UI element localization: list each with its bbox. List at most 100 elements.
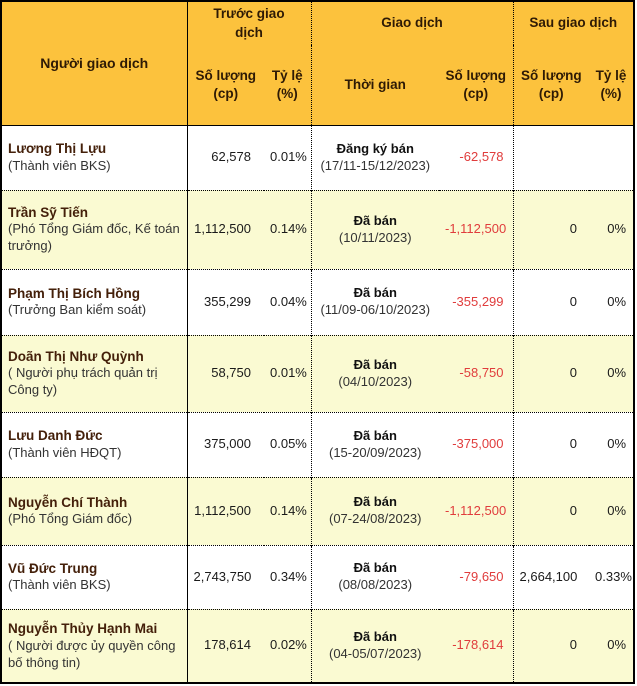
before-quantity: 1,112,500	[194, 502, 251, 518]
before-ratio: 0.01%	[264, 125, 312, 190]
after-quantity: 0	[569, 365, 578, 381]
after-quantity	[513, 125, 589, 190]
trader-cell: Nguyễn Thủy Hạnh Mai ( Người được ủy quy…	[1, 609, 188, 683]
before-ratio: 0.34%	[264, 545, 312, 609]
column-group-transaction: Giao dịch	[311, 1, 514, 45]
after-quantity: 0	[569, 436, 578, 452]
transaction-date: (11/09-06/10/2023)	[320, 302, 431, 317]
before-ratio: 0.04%	[264, 269, 312, 335]
transaction-type: Đã bán	[353, 212, 397, 228]
transaction-quantity: -1,112,500	[439, 190, 514, 269]
transaction-time-cell: Đăng ký bán (17/11-15/12/2023)	[311, 125, 439, 190]
after-ratio: 0%	[607, 365, 627, 381]
trader-name: Nguyễn Thủy Hạnh Mai	[8, 621, 158, 637]
after-ratio: 0%	[607, 221, 627, 237]
transaction-type: Đăng ký bán	[336, 140, 414, 156]
table-row: Phạm Thị Bích Hồng (Trưởng Ban kiểm soát…	[1, 269, 635, 335]
table-row: Nguyễn Chí Thành (Phó Tổng Giám đốc) 1,1…	[1, 477, 635, 545]
transaction-quantity: -178,614	[439, 609, 514, 683]
table-row: Lương Thị Lựu (Thành viên BKS) 62,578 0.…	[1, 125, 635, 190]
transaction-date: (04/10/2023)	[338, 373, 413, 389]
trader-cell: Nguyễn Chí Thành (Phó Tổng Giám đốc)	[1, 477, 188, 545]
trader-role: (Thành viên HĐQT)	[8, 444, 122, 460]
transaction-date: (15-20/09/2023)	[328, 444, 422, 460]
trader-name: Lưu Danh Đức	[8, 428, 103, 444]
transaction-type: Đã bán	[353, 285, 397, 301]
table-body: Lương Thị Lựu (Thành viên BKS) 62,578 0.…	[1, 125, 635, 683]
transaction-type: Đã bán	[353, 427, 397, 443]
after-quantity: 2,664,100	[519, 568, 578, 584]
trader-cell: Phạm Thị Bích Hồng (Trưởng Ban kiểm soát…	[1, 269, 188, 335]
trader-role: (Thành viên BKS)	[8, 157, 111, 173]
transaction-type: Đã bán	[353, 356, 397, 372]
before-ratio: 0.14%	[264, 190, 312, 269]
table-row: Trần Sỹ Tiến (Phó Tổng Giám đốc, Kế toán…	[1, 190, 635, 269]
trader-cell: Vũ Đức Trung (Thành viên BKS)	[1, 545, 188, 609]
after-quantity: 0	[569, 502, 578, 518]
column-header-person: Người giao dịch	[1, 1, 188, 125]
transaction-type: Đã bán	[353, 628, 397, 644]
transaction-date: (08/08/2023)	[338, 577, 413, 592]
transaction-date: (10/11/2023)	[338, 229, 412, 245]
trader-role: (Trưởng Ban kiểm soát)	[8, 302, 147, 318]
trader-name: Phạm Thị Bích Hồng	[8, 285, 141, 301]
transaction-time-cell: Đã bán (10/11/2023)	[311, 190, 439, 269]
column-group-after-transaction: Sau giao dịch	[513, 1, 635, 45]
transaction-time-cell: Đã bán (11/09-06/10/2023)	[311, 269, 439, 335]
trader-name: Lương Thị Lựu	[8, 141, 107, 157]
before-ratio: 0.01%	[264, 335, 312, 412]
transaction-date: (17/11-15/12/2023)	[320, 157, 431, 173]
transaction-quantity: -58,750	[439, 335, 514, 412]
transaction-quantity: -62,578	[439, 125, 514, 190]
trader-name: Nguyễn Chí Thành	[8, 494, 128, 510]
after-ratio: 0%	[607, 637, 627, 653]
after-ratio: 0%	[607, 502, 627, 518]
trader-name: Trần Sỹ Tiến	[8, 204, 89, 220]
transaction-time-cell: Đã bán (08/08/2023)	[311, 545, 439, 609]
before-quantity: 1,112,500	[194, 221, 251, 237]
column-header-transaction-quantity: Số lượng (cp)	[439, 45, 514, 125]
before-quantity: 62,578	[211, 149, 251, 165]
before-quantity: 2,743,750	[193, 568, 252, 584]
transaction-time-cell: Đã bán (04-05/07/2023)	[311, 609, 439, 683]
trader-role: (Thành viên BKS)	[8, 577, 111, 593]
transaction-time-cell: Đã bán (15-20/09/2023)	[311, 412, 439, 477]
transaction-quantity: -1,112,500	[439, 477, 514, 545]
after-ratio: 0.33%	[595, 568, 632, 584]
transaction-date: (04-05/07/2023)	[328, 645, 422, 661]
trader-role: ( Người được ủy quyền công bố thông tin)	[8, 637, 176, 670]
transaction-quantity: -79,650	[439, 545, 514, 609]
before-ratio: 0.14%	[264, 477, 312, 545]
trader-cell: Trần Sỹ Tiến (Phó Tổng Giám đốc, Kế toán…	[1, 190, 188, 269]
column-header-before-quantity: Số lượng (cp)	[187, 45, 264, 125]
column-header-after-quantity: Số lượng (cp)	[513, 45, 590, 125]
transaction-quantity: -375,000	[439, 412, 514, 477]
table-row: Lưu Danh Đức (Thành viên HĐQT) 375,000 0…	[1, 412, 635, 477]
after-ratio: 0%	[607, 293, 627, 309]
transaction-type: Đã bán	[353, 494, 397, 510]
trader-role: (Phó Tổng Giám đốc)	[8, 511, 133, 527]
transaction-quantity: -355,299	[439, 269, 514, 335]
transaction-time-cell: Đã bán (07-24/08/2023)	[311, 477, 439, 545]
after-quantity: 0	[569, 293, 578, 309]
table-row: Nguyễn Thủy Hạnh Mai ( Người được ủy quy…	[1, 609, 635, 683]
before-quantity: 375,000	[204, 436, 251, 452]
before-quantity: 355,299	[204, 293, 251, 309]
column-header-after-ratio: Tỷ lệ (%)	[589, 45, 635, 125]
trader-name: Vũ Đức Trung	[8, 560, 98, 576]
transaction-type: Đã bán	[353, 560, 397, 576]
column-header-transaction-time: Thời gian	[311, 45, 439, 125]
before-ratio: 0.02%	[264, 609, 312, 683]
trader-name: Doãn Thị Như Quỳnh	[8, 348, 144, 364]
trader-cell: Doãn Thị Như Quỳnh ( Người phụ trách quả…	[1, 335, 188, 412]
after-quantity: 0	[569, 637, 578, 653]
trader-cell: Lương Thị Lựu (Thành viên BKS)	[1, 125, 188, 190]
trader-role: ( Người phụ trách quản trị Công ty)	[8, 365, 158, 398]
before-quantity: 178,614	[204, 637, 251, 653]
table-header: Người giao dịch Trước giao dịch Giao dịc…	[1, 1, 635, 125]
table-row: Doãn Thị Như Quỳnh ( Người phụ trách quả…	[1, 335, 635, 412]
transaction-time-cell: Đã bán (04/10/2023)	[311, 335, 439, 412]
after-ratio	[589, 125, 634, 190]
transaction-date: (07-24/08/2023)	[328, 511, 422, 526]
